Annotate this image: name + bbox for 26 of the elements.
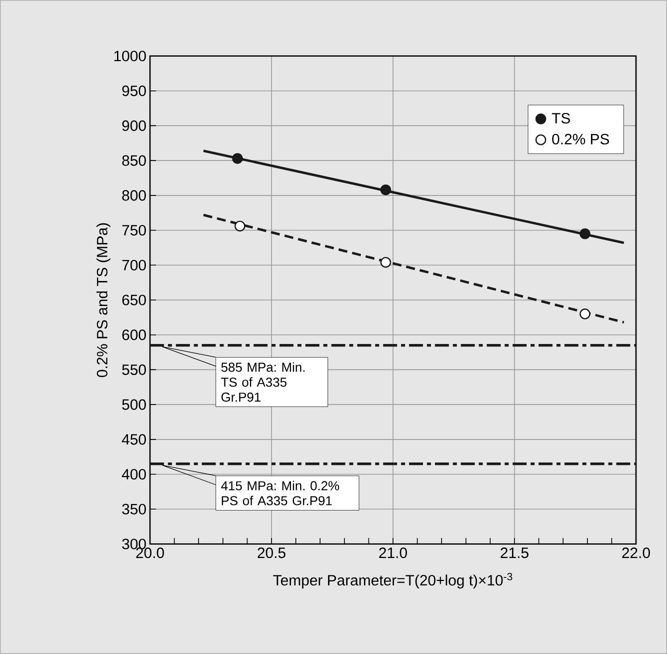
y-tick-label: 350 [122,504,146,514]
legend-label: TS [552,112,570,124]
ref-line-label: 415 MPa: Min. 0.2% PS of A335 Gr.P91 [221,480,340,506]
y-tick-label: 700 [122,260,146,270]
y-tick-label: 650 [122,294,146,306]
x-tick-label: 22.0 [622,548,650,558]
y-tick-label: 900 [122,120,146,131]
y-tick-label: 500 [122,399,146,410]
y-tick-label: 300 [122,538,146,550]
y-tick-label: 450 [122,434,146,445]
y-tick-label: 950 [122,86,146,96]
y-tick-label: 600 [122,330,146,340]
x-tick-label: 21.5 [500,548,528,558]
y-tick-label: 750 [122,224,146,236]
x-tick-label: 20.0 [136,548,164,558]
legend-label: 0.2% PS [552,134,610,144]
x-tick-label: 20.5 [258,548,286,558]
y-tick-label: 850 [122,155,146,166]
y-tick-label: 1000 [114,50,146,62]
y-tick-label: 400 [122,468,146,480]
y-tick-label: 550 [122,364,146,375]
x-axis-title: Temper Parameter=T(20+log t)×10$^{-3}$ [273,572,512,588]
x-tick-label: 21.0 [379,548,407,558]
y-axis-title: 0.2% PS and TS (MPa) [96,223,110,378]
ref-line-label: 585 MPa: Min. TS of A335 Gr.P91 [221,362,305,402]
y-tick-label: 800 [122,190,146,201]
